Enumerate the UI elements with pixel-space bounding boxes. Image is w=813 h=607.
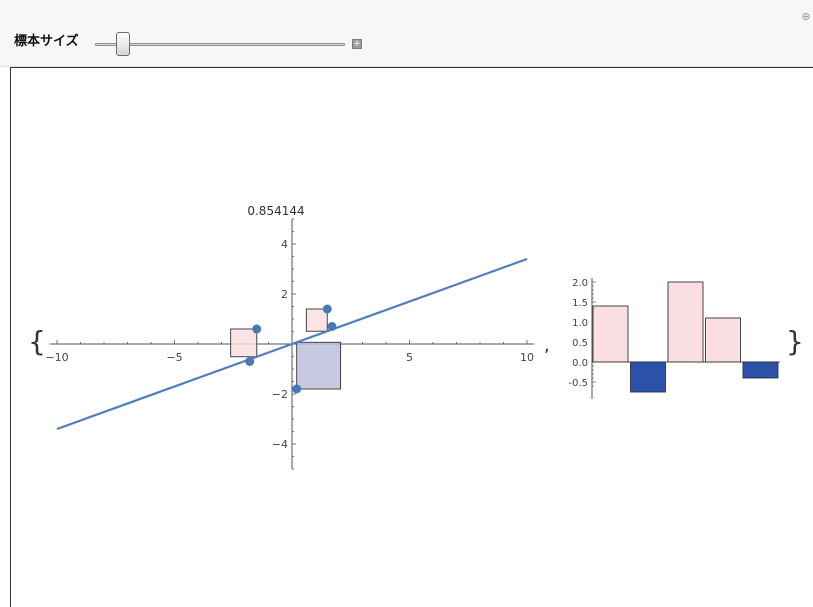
residual-bar bbox=[592, 305, 629, 363]
data-point bbox=[252, 324, 262, 334]
close-brace: } bbox=[786, 325, 804, 358]
residual-bar bbox=[742, 361, 779, 379]
y-tick-label: 4 bbox=[281, 238, 288, 251]
residual-square bbox=[305, 308, 328, 332]
x-tick-label: −10 bbox=[45, 351, 68, 364]
x-tick-label: 5 bbox=[406, 351, 413, 364]
residual-bar bbox=[705, 317, 741, 363]
scatter-plot: −10 −5 5 10 4 2 −2 −4 0.854144 bbox=[45, 204, 535, 470]
y-tick-label: 2 bbox=[281, 288, 288, 301]
scatter-title: 0.854144 bbox=[247, 204, 304, 218]
y-tick-label: −4 bbox=[272, 438, 288, 451]
residual-bar-chart: 2.0 1.5 1.0 0.5 0.0 -0.5 bbox=[568, 278, 780, 399]
residual-bar bbox=[630, 361, 666, 393]
plus-circle-icon[interactable]: ⊕ bbox=[801, 10, 811, 23]
separator-comma: , bbox=[544, 335, 550, 356]
regression-line bbox=[56, 257, 528, 431]
data-point bbox=[245, 357, 255, 366]
sample-size-slider-thumb[interactable] bbox=[115, 32, 130, 56]
bar-y-tick-label: 0.5 bbox=[572, 338, 588, 349]
sample-size-label: 標本サイズ bbox=[14, 34, 79, 49]
x-tick-label: 10 bbox=[520, 351, 534, 364]
bar-y-tick-label: 1.0 bbox=[572, 318, 588, 329]
residual-bar bbox=[667, 281, 704, 363]
bar-y-tick-label: 2.0 bbox=[572, 278, 588, 289]
residual-square bbox=[296, 341, 342, 390]
control-panel: 標本サイズ + ⊕ bbox=[0, 0, 813, 67]
bar-y-tick-label: 0.0 bbox=[572, 358, 588, 369]
data-point bbox=[322, 304, 332, 314]
data-point bbox=[327, 322, 337, 331]
sample-size-slider-track[interactable] bbox=[95, 43, 345, 46]
data-point bbox=[292, 384, 302, 394]
y-tick-label: −2 bbox=[272, 388, 288, 401]
open-brace: { bbox=[28, 325, 46, 358]
bar-y-tick-label: 1.5 bbox=[572, 298, 588, 309]
bar-y-tick-label: -0.5 bbox=[568, 378, 588, 389]
plus-square-icon[interactable]: + bbox=[352, 39, 362, 49]
residual-square bbox=[230, 328, 258, 358]
x-tick-label: −5 bbox=[166, 351, 182, 364]
